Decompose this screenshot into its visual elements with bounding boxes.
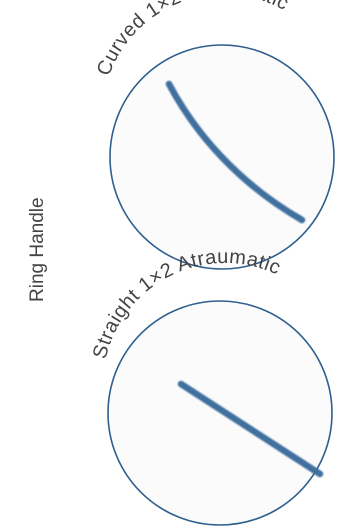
side-label-ring-handle: Ring Handle — [27, 197, 48, 302]
straight-item: Straight 1×2 Atraumatic — [89, 246, 333, 526]
curved-item: Curved 1×2 Atraumatic — [93, 0, 335, 270]
curved-blade-icon — [165, 80, 306, 224]
straight-blade-icon — [177, 380, 324, 478]
